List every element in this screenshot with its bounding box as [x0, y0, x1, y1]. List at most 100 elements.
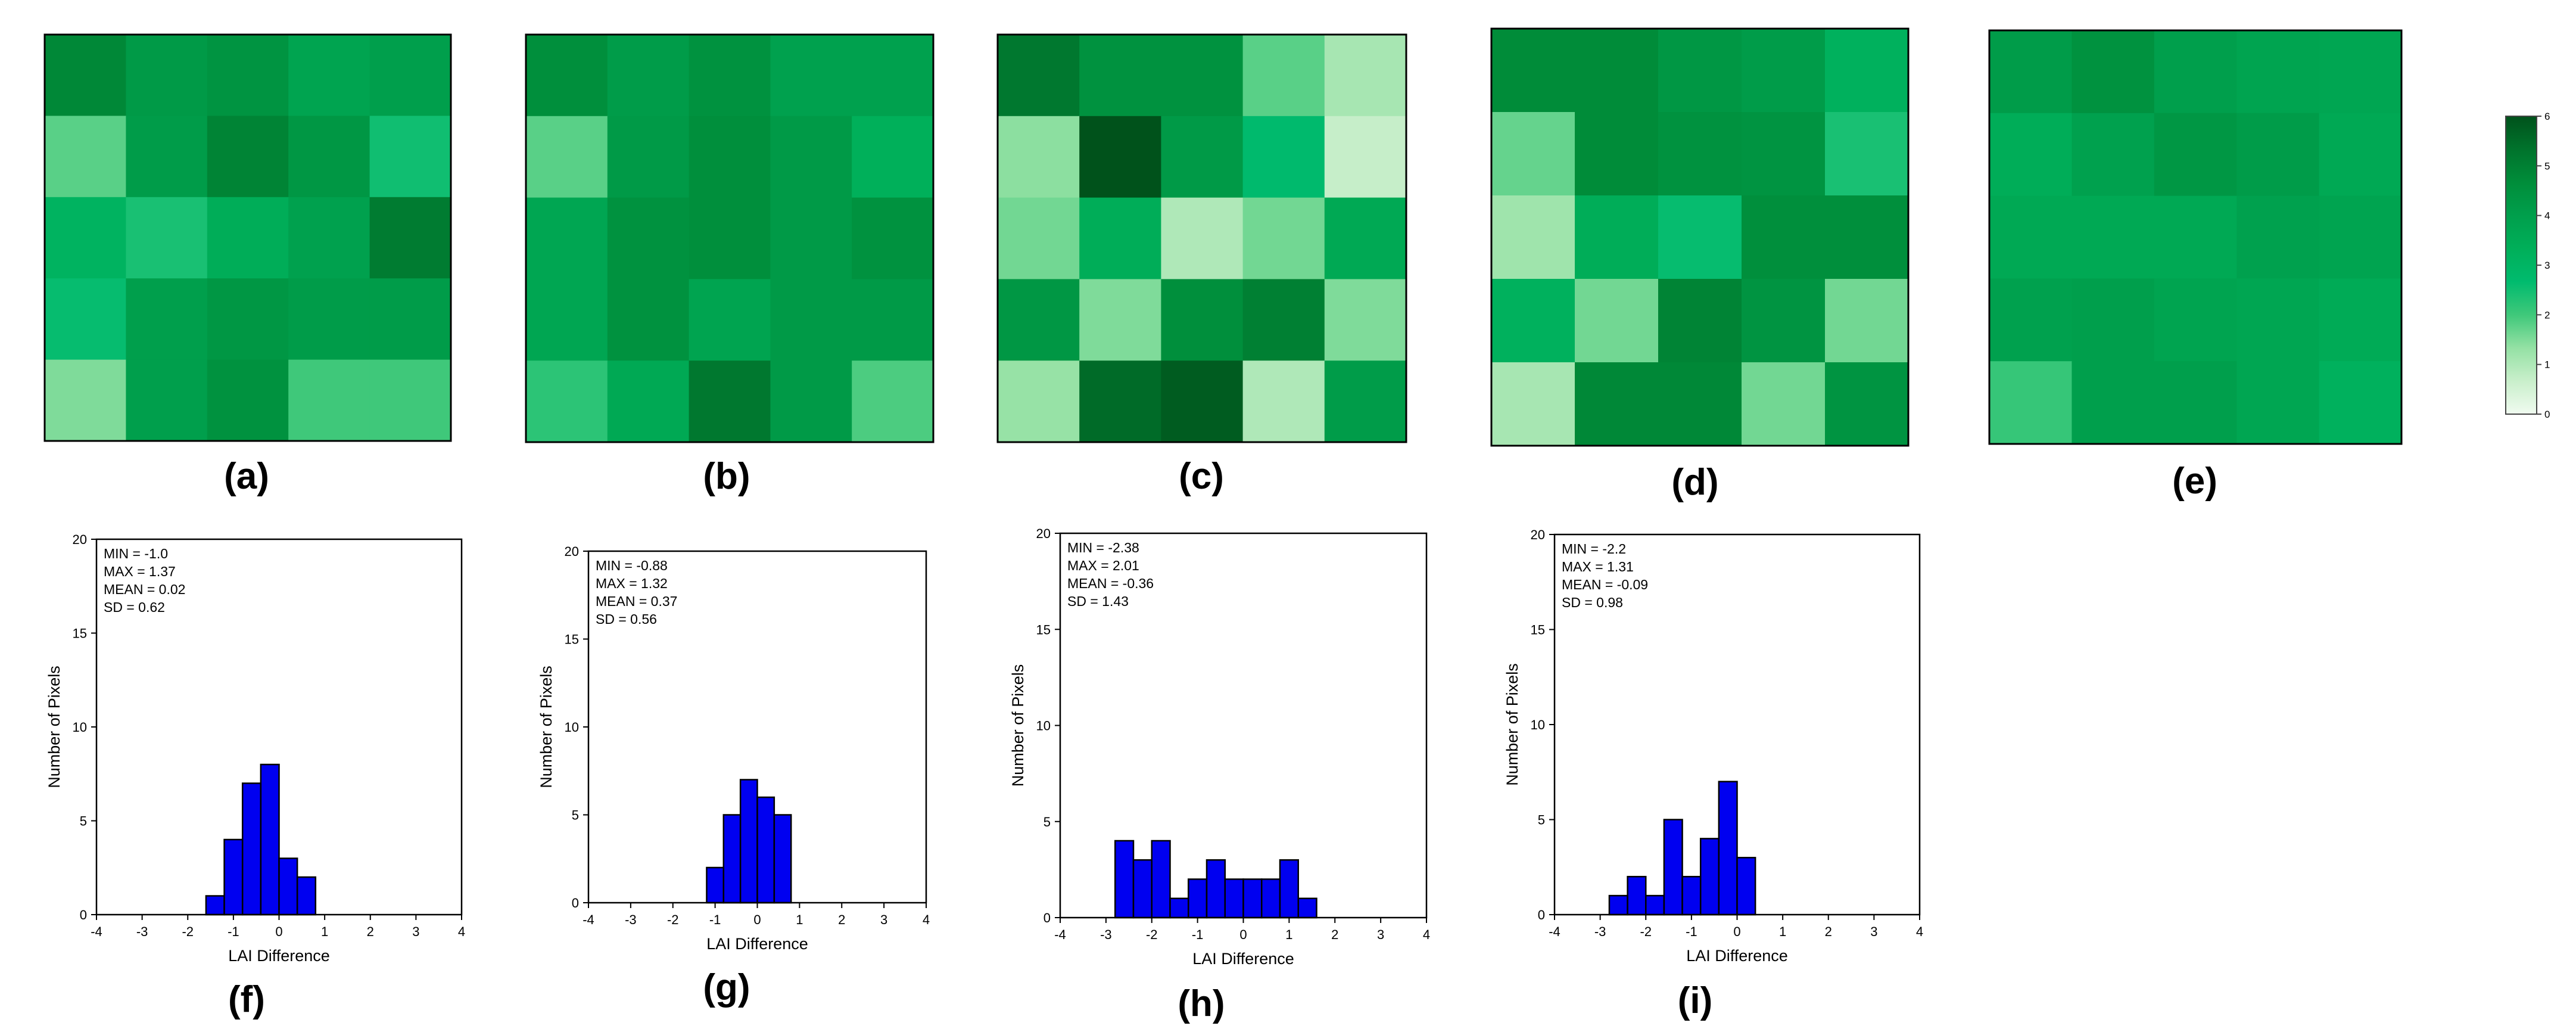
x-tick-label: 3: [880, 912, 887, 927]
heatmap-cell: [288, 116, 370, 198]
histogram-bar: [1297, 897, 1317, 919]
heatmap-cell: [1742, 112, 1826, 196]
heatmap-cell: [288, 278, 370, 360]
heatmap-cell: [2154, 278, 2237, 362]
y-tick-label: 15: [1531, 623, 1545, 638]
stats-line: MAX = 1.32: [596, 576, 668, 591]
heatmap-cell: [369, 278, 451, 360]
stats-line: MIN = -2.38: [1067, 540, 1139, 555]
heatmap-cell: [1242, 116, 1325, 198]
heatmap-cell: [1575, 29, 1659, 113]
x-tick-label: -2: [667, 912, 679, 927]
heatmap-cell: [1491, 112, 1575, 196]
y-tick-label: 5: [1538, 813, 1545, 828]
heatmap-cell: [1575, 362, 1659, 446]
histogram-bar: [773, 814, 792, 904]
heatmap-cell: [1079, 279, 1161, 361]
heatmap-cell: [852, 360, 934, 443]
heatmap-cell: [2154, 113, 2237, 197]
heatmap-cell: [1491, 195, 1575, 279]
heatmap-cell: [1242, 279, 1325, 361]
heatmap-cell: [45, 116, 126, 198]
y-tick-label: 20: [73, 532, 87, 547]
histogram-bar: [756, 796, 775, 904]
y-tick-label: 5: [1044, 815, 1051, 829]
heatmap-cell: [2237, 113, 2320, 197]
colorbar: 0 1 2 3 4 5 6: [2505, 111, 2550, 420]
x-tick-label: -1: [1192, 927, 1204, 942]
heatmap-cell: [1989, 113, 2072, 197]
heatmap-cell: [369, 197, 451, 279]
x-axis-label: LAI Difference: [1192, 950, 1294, 968]
heatmap-cell: [1161, 35, 1244, 117]
heatmap-cell: [2072, 361, 2155, 445]
panel-label-i: (i): [1678, 980, 1713, 1021]
x-tick-label: -2: [182, 924, 194, 939]
heatmap-cell: [207, 35, 289, 116]
heatmap-cell: [45, 278, 126, 360]
stats-line: MAX = 2.01: [1067, 558, 1139, 573]
x-tick-label: -1: [1686, 924, 1697, 939]
heatmap-frame: [525, 33, 935, 443]
x-tick-label: -2: [1640, 924, 1652, 939]
heatmap-cell: [2319, 361, 2402, 445]
histogram-bar: [296, 876, 317, 916]
heatmap-cell: [770, 197, 852, 279]
heatmap-cell: [1242, 35, 1325, 117]
heatmap-cell: [126, 359, 208, 442]
x-tick-label: 0: [1239, 927, 1247, 942]
colorbar-tick-label: 1: [2544, 359, 2550, 371]
heatmap-cell: [1324, 279, 1407, 361]
colorbar-tick-label: 5: [2544, 160, 2550, 172]
heatmap-cell: [1324, 360, 1407, 443]
heatmap-cell: [526, 360, 608, 443]
heatmap-cell: [1742, 362, 1826, 446]
heatmap-cell: [1491, 279, 1575, 363]
stats-line: SD = 1.43: [1067, 593, 1129, 609]
histogram-bar: [1188, 878, 1208, 919]
heatmap-cell: [2237, 278, 2320, 362]
panel-label-d: (d): [1671, 462, 1718, 503]
heatmap-cell: [1825, 195, 1909, 279]
heatmap-cell: [1242, 360, 1325, 443]
heatmap-cell: [770, 360, 852, 443]
heatmap-cell: [1242, 197, 1325, 279]
histogram-bar: [1645, 894, 1665, 916]
heatmap-cell: [1825, 279, 1909, 363]
y-tick-label: 0: [1044, 910, 1051, 925]
y-tick-label: 15: [1036, 622, 1051, 637]
heatmap-cell: [126, 278, 208, 360]
y-tick-label: 15: [73, 626, 87, 641]
heatmap-cell: [1825, 29, 1909, 113]
heatmap-cell: [1658, 112, 1742, 196]
histogram-bar: [1279, 859, 1299, 919]
heatmap-cell: [1658, 195, 1742, 279]
heatmap-cell: [607, 35, 690, 117]
heatmap-cell: [2154, 30, 2237, 114]
heatmap-cell: [526, 35, 608, 117]
heatmap-cell: [526, 116, 608, 198]
heatmap-cell: [1161, 197, 1244, 279]
histogram-bar: [1132, 859, 1152, 919]
heatmap-cell: [2237, 361, 2320, 445]
histogram-bar: [1681, 875, 1702, 916]
heatmap-panel-d: (d): [1490, 27, 1910, 503]
heatmap-cell: [2319, 113, 2402, 197]
stats-line: MIN = -1.0: [104, 546, 168, 561]
heatmap-cell: [2072, 30, 2155, 114]
heatmap-cell: [1079, 360, 1161, 443]
x-tick-label: 4: [458, 924, 465, 939]
heatmap-cell: [1575, 279, 1659, 363]
panel-label-f: (f): [228, 979, 265, 1020]
heatmap-cell: [689, 279, 771, 361]
heatmap-panel-b: (b): [525, 33, 935, 497]
heatmap-cell: [998, 35, 1080, 117]
x-tick-label: 1: [796, 912, 803, 927]
histogram-bar: [1242, 878, 1263, 919]
histogram-bar: [1736, 857, 1756, 916]
histogram-bar: [1224, 878, 1244, 919]
x-tick-label: -4: [583, 912, 594, 927]
heatmap-cell: [126, 197, 208, 279]
y-tick-label: 5: [572, 808, 579, 823]
heatmap-cell: [2072, 278, 2155, 362]
